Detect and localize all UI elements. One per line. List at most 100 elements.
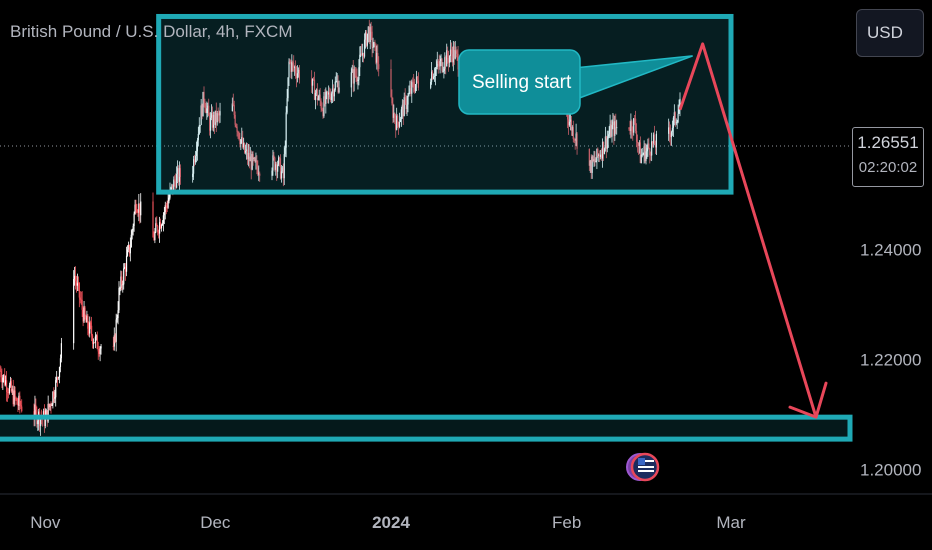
candle-body — [94, 336, 96, 343]
candle-body — [317, 98, 319, 101]
candle-body — [159, 222, 162, 229]
candle-body — [2, 377, 4, 383]
candle-body — [195, 151, 198, 157]
candle-body — [668, 127, 670, 134]
candle-body — [390, 68, 392, 97]
candle-body — [89, 322, 91, 334]
candle-body — [158, 232, 160, 234]
candle-body — [567, 119, 570, 126]
candle-body — [11, 389, 13, 392]
candle-body — [438, 63, 440, 67]
support-zone — [0, 414, 853, 442]
candle-body — [365, 32, 368, 46]
candle-body — [125, 255, 128, 272]
candle-body — [647, 143, 649, 149]
candle-body — [411, 81, 413, 94]
candle-body — [193, 159, 195, 174]
candle-body — [245, 149, 248, 152]
candle-body — [374, 42, 376, 44]
candle-body — [630, 121, 632, 131]
candle-body — [414, 84, 417, 92]
currency-button[interactable]: USD — [856, 9, 924, 57]
candle-body — [442, 70, 444, 72]
candle-body — [217, 113, 219, 114]
candle-body — [401, 104, 403, 110]
candle-body — [87, 315, 89, 329]
candle-body — [204, 101, 206, 108]
candle-body — [115, 319, 117, 342]
candle-body — [139, 203, 141, 216]
candle-body — [321, 108, 323, 110]
candle-body — [251, 154, 253, 170]
bar-countdown: 02:20:02 — [858, 159, 918, 176]
candle-body — [250, 156, 252, 170]
candle-body — [568, 121, 571, 126]
candle-body — [176, 173, 178, 188]
candle-body — [194, 156, 197, 163]
candle-body — [605, 136, 607, 149]
candle-body — [319, 94, 321, 101]
candle-body — [391, 96, 393, 104]
price-tick-label: 1.22000 — [860, 351, 921, 370]
candle-body — [18, 395, 20, 406]
candle-body — [645, 151, 647, 161]
candle-body — [646, 148, 648, 152]
candle-body — [273, 155, 275, 158]
candle-body — [361, 53, 363, 56]
candle-body — [161, 223, 164, 226]
candle-body — [210, 117, 212, 131]
candle-body — [198, 125, 200, 134]
candle-body — [13, 390, 15, 405]
candle-body — [90, 322, 92, 326]
candle-body — [114, 335, 116, 342]
candle-body — [48, 403, 50, 408]
candle-body — [377, 52, 379, 65]
candle-body — [236, 126, 238, 132]
candle-body — [166, 206, 168, 208]
candle-body — [154, 231, 156, 241]
candle-body — [329, 97, 332, 101]
candle-body — [253, 157, 255, 160]
time-axis[interactable]: Nov Dec 2024 Feb Mar — [0, 493, 932, 532]
candle-body — [47, 403, 49, 422]
candle-body — [635, 130, 638, 142]
candle-body — [338, 87, 340, 93]
candle-body — [0, 370, 2, 378]
candle-body — [129, 247, 131, 254]
candle-body — [331, 88, 334, 94]
candle-body — [392, 103, 394, 118]
candle-body — [610, 124, 612, 137]
candle-body — [409, 88, 411, 93]
candle-body — [675, 122, 677, 124]
candle-body — [676, 122, 678, 123]
candle-body — [314, 92, 317, 100]
candle-body — [322, 109, 324, 117]
candle-body — [56, 377, 58, 381]
candle-body — [3, 374, 5, 378]
candle-body — [252, 154, 254, 160]
event-flag-icon[interactable] — [626, 452, 660, 482]
candle-body — [399, 118, 402, 123]
candle-body — [116, 318, 118, 320]
candle-body — [394, 113, 396, 120]
candle-body — [88, 328, 90, 334]
candle-body — [246, 149, 249, 160]
candle-body — [284, 147, 286, 155]
candle-body — [113, 335, 115, 347]
candle-body — [444, 57, 446, 69]
candle-body — [209, 115, 211, 131]
callout-label: Selling start — [472, 72, 572, 93]
candle-body — [290, 62, 292, 72]
candle-body — [219, 111, 221, 116]
candle-body — [54, 397, 56, 399]
candle-body — [407, 95, 409, 105]
candle-body — [40, 418, 42, 427]
candle-body — [91, 325, 93, 336]
candle-body — [59, 358, 62, 367]
candle-body — [398, 122, 401, 127]
candle-body — [208, 105, 210, 116]
candle-body — [80, 299, 82, 301]
candle-body — [332, 88, 334, 97]
